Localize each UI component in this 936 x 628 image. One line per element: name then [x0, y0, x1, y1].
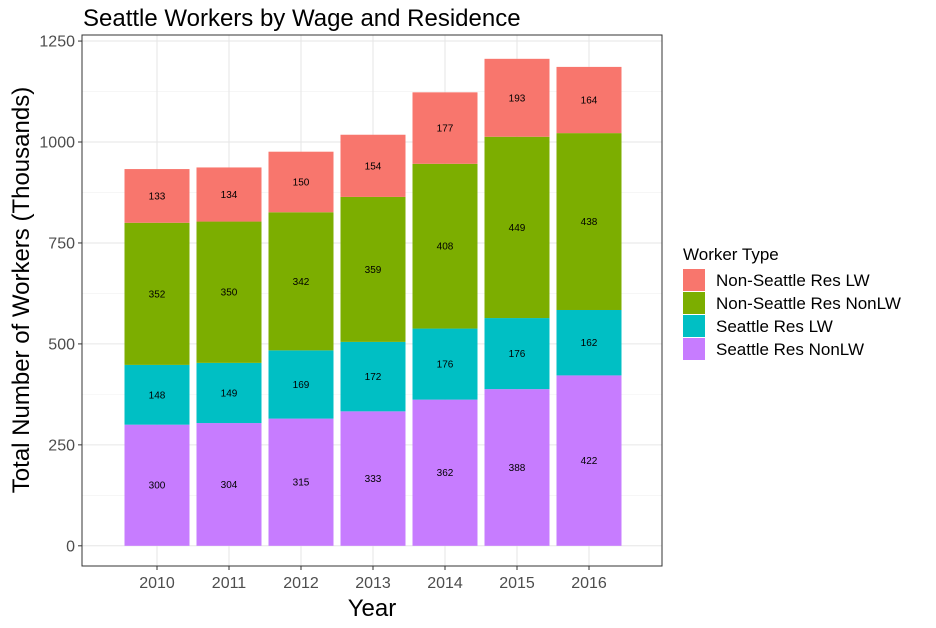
legend: Worker Type Non-Seattle Res LW Non-Seattl… — [683, 245, 901, 360]
bar-value-label: 154 — [365, 161, 382, 172]
bar-segment — [124, 169, 190, 223]
bar-labels: 300 148 352 133 304 149 350 134 315 169 342 150 333 1… — [149, 93, 598, 491]
bar-segment — [268, 151, 334, 213]
bar-segment — [412, 92, 478, 164]
bar-value-label: 342 — [293, 277, 310, 288]
x-tick-label: 2010 — [139, 575, 175, 592]
bars — [124, 58, 622, 546]
bar-value-label: 162 — [581, 338, 598, 349]
legend-entry-label: Seattle Res NonLW — [716, 340, 864, 359]
bar-value-label: 362 — [437, 468, 454, 479]
bar-value-label: 350 — [221, 288, 238, 299]
bar-segment — [412, 163, 478, 329]
bar-segment — [484, 58, 550, 137]
legend-swatch — [683, 269, 705, 291]
x-tick-label: 2011 — [212, 575, 247, 592]
legend-swatch — [683, 338, 705, 360]
bar-value-label: 315 — [293, 478, 310, 489]
legend-swatch — [683, 292, 705, 314]
bar-segment — [196, 423, 262, 546]
y-tick-label: 250 — [48, 437, 75, 454]
bar-segment — [484, 318, 550, 390]
bar-value-label: 193 — [509, 93, 526, 104]
bar-value-label: 149 — [221, 388, 238, 399]
x-tick-label: 2012 — [283, 575, 319, 592]
chart-title: Seattle Workers by Wage and Residence — [83, 5, 521, 32]
bar-value-label: 449 — [509, 223, 526, 234]
y-tick-label: 1000 — [39, 135, 75, 152]
bar-value-label: 304 — [221, 480, 238, 491]
x-axis: 2010 2011 2012 2013 2014 2015 2016 — [139, 566, 607, 592]
bar-value-label: 133 — [149, 191, 166, 202]
bar-segment — [556, 66, 622, 134]
legend-entry-label: Non-Seattle Res NonLW — [716, 294, 901, 313]
x-axis-title: Year — [348, 595, 397, 622]
bar-value-label: 169 — [293, 380, 310, 391]
y-tick-label: 1250 — [39, 34, 75, 51]
legend-entry-label: Non-Seattle Res LW — [716, 271, 870, 290]
bar-segment — [196, 221, 262, 363]
bar-value-label: 177 — [437, 124, 454, 135]
bar-value-label: 333 — [365, 474, 382, 485]
legend-title: Worker Type — [683, 245, 779, 264]
x-tick-label: 2015 — [499, 575, 535, 592]
x-tick-label: 2013 — [355, 575, 391, 592]
bar-value-label: 176 — [509, 349, 526, 360]
bar-segment — [340, 341, 406, 412]
bar-segment — [556, 133, 622, 310]
bar-segment — [268, 350, 334, 419]
bar-segment — [484, 389, 550, 546]
bar-segment — [268, 418, 334, 546]
bar-value-label: 352 — [149, 289, 166, 300]
bar-value-label: 134 — [221, 190, 238, 201]
bar-segment — [268, 212, 334, 351]
x-tick-label: 2016 — [571, 575, 607, 592]
legend-swatch — [683, 315, 705, 337]
bar-segment — [340, 411, 406, 546]
y-axis-title: Total Number of Workers (Thousands) — [8, 87, 35, 493]
bar-segment — [484, 136, 550, 319]
bar-segment — [124, 222, 190, 365]
bar-value-label: 176 — [437, 360, 454, 371]
bar-segment — [196, 167, 262, 222]
bar-segment — [196, 362, 262, 424]
y-tick-label: 500 — [48, 336, 75, 353]
bar-value-label: 438 — [581, 217, 598, 228]
legend-entry-label: Seattle Res LW — [716, 317, 833, 336]
bar-value-label: 148 — [149, 390, 166, 401]
bar-value-label: 359 — [365, 265, 382, 276]
plot-panel-border — [81, 34, 663, 567]
bar-segment — [124, 424, 190, 546]
y-tick-label: 0 — [66, 538, 75, 555]
bar-value-label: 164 — [581, 96, 598, 107]
bar-segment — [412, 399, 478, 546]
bar-value-label: 408 — [437, 242, 454, 253]
x-tick-label: 2014 — [427, 575, 463, 592]
bar-segment — [124, 364, 190, 425]
bar-segment — [556, 375, 622, 546]
bar-value-label: 172 — [365, 372, 382, 383]
bar-value-label: 388 — [509, 463, 526, 474]
bar-value-label: 422 — [581, 456, 598, 467]
bar-segment — [412, 328, 478, 400]
bar-value-label: 300 — [149, 481, 166, 492]
y-axis: 0 250 500 750 1000 1250 — [39, 34, 82, 555]
bar-segment — [340, 196, 406, 342]
bar-segment — [556, 309, 622, 376]
bar-value-label: 150 — [293, 177, 310, 188]
bar-segment — [340, 134, 406, 197]
y-tick-label: 750 — [48, 235, 75, 252]
